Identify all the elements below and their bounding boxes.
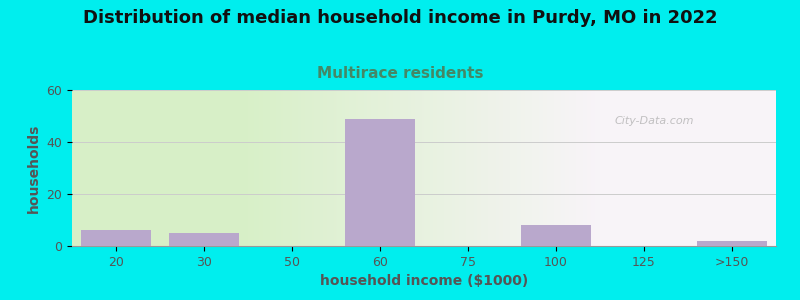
- Bar: [345, 118, 415, 246]
- Y-axis label: households: households: [27, 123, 41, 213]
- Text: City-Data.com: City-Data.com: [614, 116, 694, 126]
- Bar: [169, 233, 239, 246]
- Bar: [521, 225, 591, 246]
- Bar: [81, 230, 151, 246]
- X-axis label: household income ($1000): household income ($1000): [320, 274, 528, 288]
- Text: Multirace residents: Multirace residents: [317, 66, 483, 81]
- Bar: [697, 241, 767, 246]
- Text: Distribution of median household income in Purdy, MO in 2022: Distribution of median household income …: [82, 9, 718, 27]
